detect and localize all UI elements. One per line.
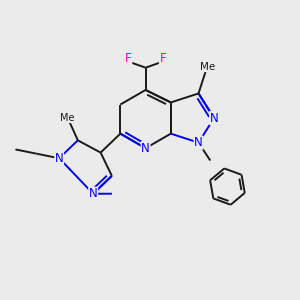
Text: Me: Me [200, 61, 215, 72]
Text: N: N [194, 136, 203, 149]
Text: Me: Me [60, 112, 75, 123]
Text: F: F [159, 52, 166, 65]
Text: N: N [89, 187, 98, 200]
Text: N: N [141, 142, 150, 155]
Text: N: N [55, 152, 64, 165]
Text: F: F [125, 52, 132, 65]
Text: N: N [210, 112, 218, 124]
